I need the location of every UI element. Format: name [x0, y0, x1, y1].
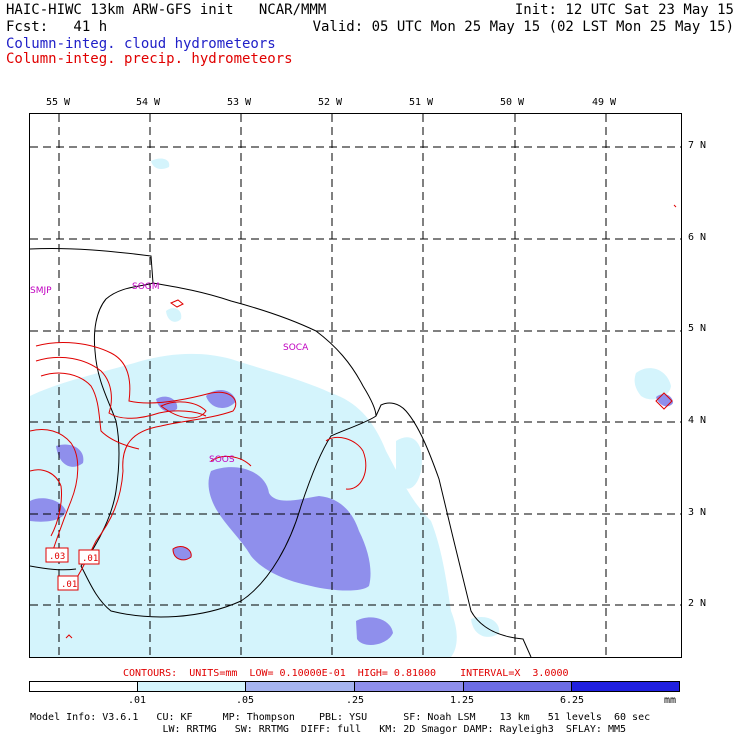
header-forecast-hour: Fcst: 41 h: [6, 19, 108, 35]
colorbar-unit: mm: [664, 695, 677, 706]
lat-label-4n: 4 N: [688, 415, 707, 426]
contour-label-001-b: .01: [61, 580, 77, 590]
lon-label-52w: 52 W: [318, 97, 343, 108]
coastline: [30, 247, 532, 657]
contours-info: CONTOURS: UNITS=mm LOW= 0.10000E-01 HIGH…: [123, 668, 569, 679]
lon-label-55w: 55 W: [46, 97, 71, 108]
colorbar-bin-1: [137, 681, 247, 692]
header-model-title: HAIC-HIWC 13km ARW-GFS init NCAR/MMM: [6, 2, 327, 18]
colorbar-bin-0: [29, 681, 138, 692]
header-valid-time: Valid: 05 UTC Mon 25 May 15 (02 LST Mon …: [312, 19, 734, 35]
lon-label-49w: 49 W: [592, 97, 617, 108]
colorbar-tick-005: .05: [236, 695, 255, 706]
colorbar-bin-4: [463, 681, 573, 692]
precip-field-title: Column-integ. precip. hydrometeors: [6, 51, 293, 67]
model-info-line1: Model Info: V3.6.1 CU: KF MP: Thompson P…: [30, 712, 651, 723]
map-panel: .03 .01 .01 SMJP SOGM SOCA SOOS: [29, 113, 682, 658]
colorbar-bin-5: [572, 681, 681, 692]
colorbar-bin-3: [355, 681, 464, 692]
colorbar-tick-001: .01: [128, 695, 147, 706]
contour-label-003: .03: [49, 552, 65, 562]
model-info-line2: LW: RRTMG SW: RRTMG DIFF: full KM: 2D Sm…: [30, 724, 627, 735]
precip-contours: [30, 204, 677, 639]
graticule: [30, 114, 681, 657]
lat-label-7n: 7 N: [688, 140, 707, 151]
colorbar-tick-125: 1.25: [450, 695, 475, 706]
lat-label-3n: 3 N: [688, 507, 707, 518]
lon-label-54w: 54 W: [136, 97, 161, 108]
contour-labels: .03 .01 .01: [45, 547, 100, 591]
station-sogm: SOGM: [132, 282, 160, 292]
lon-label-51w: 51 W: [409, 97, 434, 108]
contour-label-001-a: .01: [82, 554, 98, 564]
lon-label-50w: 50 W: [500, 97, 525, 108]
cloud-field-title: Column-integ. cloud hydrometeors: [6, 36, 276, 52]
station-labels: SMJP SOGM SOCA SOOS: [30, 282, 309, 465]
colorbar: [29, 681, 681, 692]
lat-label-5n: 5 N: [688, 323, 707, 334]
station-soos: SOOS: [209, 455, 235, 465]
colorbar-bin-2: [246, 681, 356, 692]
lat-label-2n: 2 N: [688, 598, 707, 609]
station-smjp: SMJP: [30, 286, 52, 296]
lon-label-53w: 53 W: [227, 97, 252, 108]
colorbar-tick-025: .25: [346, 695, 365, 706]
lat-label-6n: 6 N: [688, 232, 707, 243]
station-soca: SOCA: [283, 343, 309, 353]
colorbar-tick-625: 6.25: [560, 695, 585, 706]
map-canvas: .03 .01 .01 SMJP SOGM SOCA SOOS: [30, 114, 681, 657]
header-init-time: Init: 12 UTC Sat 23 May 15: [514, 2, 734, 18]
